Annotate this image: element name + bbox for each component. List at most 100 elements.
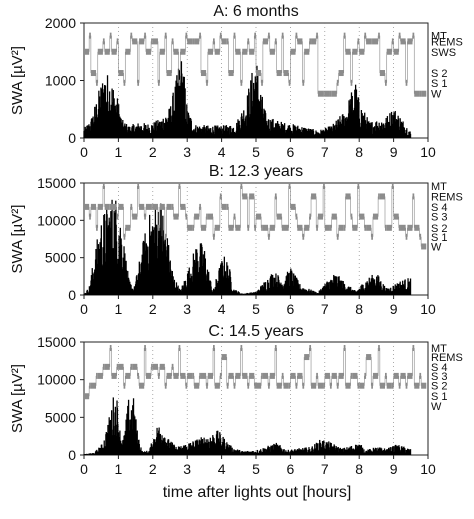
- hypnogram-segment: [268, 32, 270, 39]
- hypnogram-segment: [228, 224, 234, 231]
- hypnogram-segment: [116, 38, 119, 45]
- x-tick-label: 1: [115, 144, 123, 160]
- hypnogram-segment: [268, 382, 270, 389]
- hypnogram-segment: [304, 224, 310, 231]
- hypnogram-segment: [90, 70, 97, 77]
- hypnogram-segment: [297, 38, 303, 45]
- hypnogram-segment: [364, 224, 367, 231]
- hypnogram-segment: [235, 48, 241, 55]
- swa-trace: [83, 397, 412, 455]
- x-tick-label: 0: [80, 144, 88, 160]
- hypnogram-segment: [290, 48, 296, 55]
- hypnogram-segment: [398, 32, 401, 39]
- hypnogram-segment: [309, 213, 312, 220]
- hypnogram-segment: [323, 90, 325, 97]
- hypnogram-segment: [343, 345, 346, 352]
- hypnogram-segment: [132, 213, 138, 220]
- hypnogram-segment: [228, 70, 234, 77]
- hypnogram-segment: [213, 345, 215, 352]
- hypnogram-segment: [371, 233, 373, 240]
- hypnogram-segment: [152, 38, 158, 45]
- hypnogram-segment: [372, 38, 379, 45]
- hypnogram-segment: [180, 203, 186, 210]
- hypnogram-segment: [304, 48, 310, 55]
- hypnogram-segment: [206, 382, 208, 389]
- hypnogram-segment: [269, 224, 275, 231]
- hypnogram-segment: [421, 90, 427, 97]
- hypnogram-segment: [350, 79, 353, 86]
- hypnogram-segment: [329, 382, 332, 389]
- hypnogram-segment: [283, 382, 289, 389]
- hypnogram-segment: [385, 79, 387, 86]
- stage-label: MT: [431, 343, 447, 355]
- hypnogram-segment: [96, 224, 98, 231]
- hypnogram-segment: [302, 382, 305, 389]
- hypnogram-segment: [118, 363, 124, 370]
- hypnogram-segment: [391, 38, 394, 45]
- hypnogram-segment: [97, 203, 103, 210]
- hypnogram-segment: [379, 382, 385, 389]
- hypnogram-segment: [164, 32, 167, 39]
- hypnogram-segment: [233, 213, 236, 220]
- hypnogram-segment: [96, 79, 98, 86]
- panel-1: A: 6 months SWA [µV²] 0 1000 2000 0 1 2 3 4 5 6 7 8 9 1…: [9, 3, 463, 160]
- hypnogram-segment: [379, 70, 385, 77]
- hypnogram-segment: [109, 32, 112, 39]
- y-tick-label: 2000: [45, 15, 76, 31]
- hypnogram-segment: [316, 32, 318, 39]
- hypnogram-segment: [288, 382, 291, 389]
- hypnogram-segment: [214, 48, 220, 55]
- hypnogram-segment: [366, 354, 372, 361]
- hypnogram-segment: [118, 70, 124, 77]
- hypnogram-segment: [295, 382, 298, 389]
- hypnogram-segment: [407, 372, 413, 379]
- stage-label: S 2: [431, 68, 448, 80]
- hypnogram-segment: [324, 372, 330, 379]
- hypnogram-segment: [219, 372, 222, 379]
- panel-3: C: 14.5 years SWA [µV²] 0 5000 10000 15000 0 1 2…: [9, 323, 463, 477]
- stage-label: REMS: [431, 352, 463, 364]
- hypnogram-segment: [145, 203, 152, 210]
- hypnogram-segment: [412, 193, 415, 200]
- hypnogram-segment: [379, 193, 385, 200]
- hypnogram-segment: [157, 372, 160, 379]
- hypnogram-segment: [345, 382, 351, 389]
- x-tick-label: 8: [355, 144, 363, 160]
- hypnogram-segment: [226, 38, 229, 45]
- x-tick-label: 7: [321, 144, 329, 160]
- hypnogram-segment: [109, 345, 112, 352]
- hypnogram-segment: [378, 32, 380, 39]
- hypnogram-segment: [412, 32, 415, 39]
- stage-label: MT: [431, 31, 447, 43]
- hypnogram-segment: [199, 203, 201, 210]
- hypnogram-segment: [290, 203, 296, 210]
- hypnogram-segment: [235, 224, 241, 231]
- hypnogram-segment: [338, 372, 344, 379]
- hypnogram-segment: [262, 372, 269, 379]
- hypnogram-segment: [283, 224, 289, 231]
- stage-label: S 2: [431, 381, 448, 393]
- hypnogram-segment: [343, 224, 346, 231]
- hypnogram-segment: [405, 79, 408, 86]
- stage-label: S 1: [431, 78, 448, 90]
- hypnogram-segment: [206, 79, 208, 86]
- x-tick-label: 10: [420, 301, 436, 317]
- hypnogram-segment: [200, 372, 207, 379]
- hypnogram-segment: [391, 382, 394, 389]
- hypnogram-segment: [226, 203, 229, 210]
- hypnogram-segment: [316, 224, 318, 231]
- hypnogram-segment: [274, 38, 277, 45]
- hypnogram-segment: [159, 363, 165, 370]
- hypnogram-segment: [123, 382, 126, 389]
- hypnogram-segment: [336, 233, 339, 240]
- hypnogram-segment: [407, 224, 413, 231]
- hypnogram-segment: [276, 70, 282, 77]
- hypnogram-segment: [219, 193, 222, 200]
- hypnogram-segment: [164, 233, 167, 240]
- hypnogram-segment: [214, 224, 220, 231]
- hypnogram-segment: [213, 233, 215, 240]
- hypnogram-segment: [254, 382, 256, 389]
- hypnogram: [84, 345, 427, 400]
- hypnogram-segment: [242, 48, 248, 55]
- hypnogram-segment: [139, 38, 145, 45]
